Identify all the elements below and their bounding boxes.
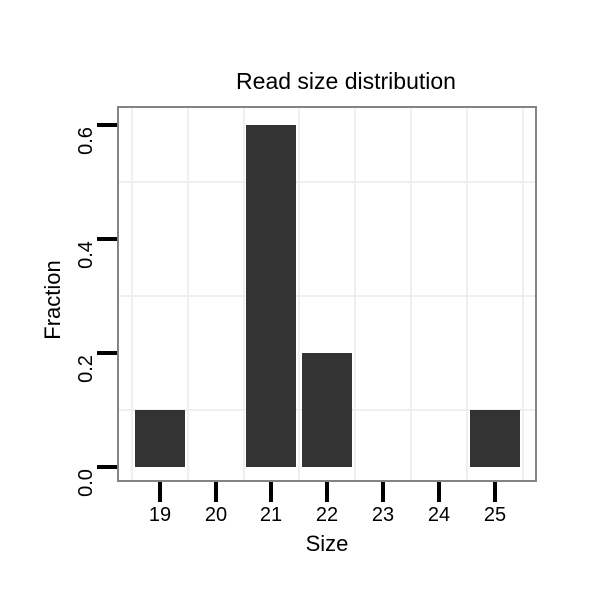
- chart-title: Read size distribution: [236, 68, 456, 94]
- y-tick: [97, 123, 117, 127]
- x-tick-label: 22: [315, 504, 339, 526]
- x-axis-title: Size: [305, 531, 349, 556]
- v-gridline: [522, 108, 524, 480]
- v-gridline: [187, 108, 189, 480]
- x-tick: [214, 482, 218, 502]
- x-tick-label: 24: [427, 504, 451, 526]
- x-tick: [381, 482, 385, 502]
- x-tick: [437, 482, 441, 502]
- y-tick: [97, 351, 117, 355]
- v-gridline: [298, 108, 300, 480]
- y-axis-title: Fraction: [40, 260, 65, 340]
- bar: [302, 353, 352, 467]
- x-tick-label: 23: [371, 504, 395, 526]
- x-tick-label: 20: [204, 504, 228, 526]
- bar: [135, 410, 185, 467]
- v-gridline: [354, 108, 356, 480]
- x-tick-label: 25: [483, 504, 507, 526]
- y-tick: [97, 237, 117, 241]
- bar: [470, 410, 520, 467]
- y-tick: [97, 465, 117, 469]
- y-tick-label: 0.6: [75, 127, 97, 155]
- v-gridline: [243, 108, 245, 480]
- x-tick: [158, 482, 162, 502]
- v-gridline: [466, 108, 468, 480]
- x-tick: [269, 482, 273, 502]
- y-tick-label: 0.2: [75, 355, 97, 383]
- x-tick: [493, 482, 497, 502]
- h-gridline: [119, 295, 535, 297]
- y-tick-label: 0.4: [75, 241, 97, 269]
- v-gridline: [131, 108, 133, 480]
- x-tick-label: 19: [148, 504, 172, 526]
- h-gridline: [119, 181, 535, 183]
- bar: [246, 125, 296, 467]
- x-tick: [325, 482, 329, 502]
- y-tick-label: 0.0: [75, 469, 97, 497]
- x-tick-label: 21: [259, 504, 283, 526]
- v-gridline: [410, 108, 412, 480]
